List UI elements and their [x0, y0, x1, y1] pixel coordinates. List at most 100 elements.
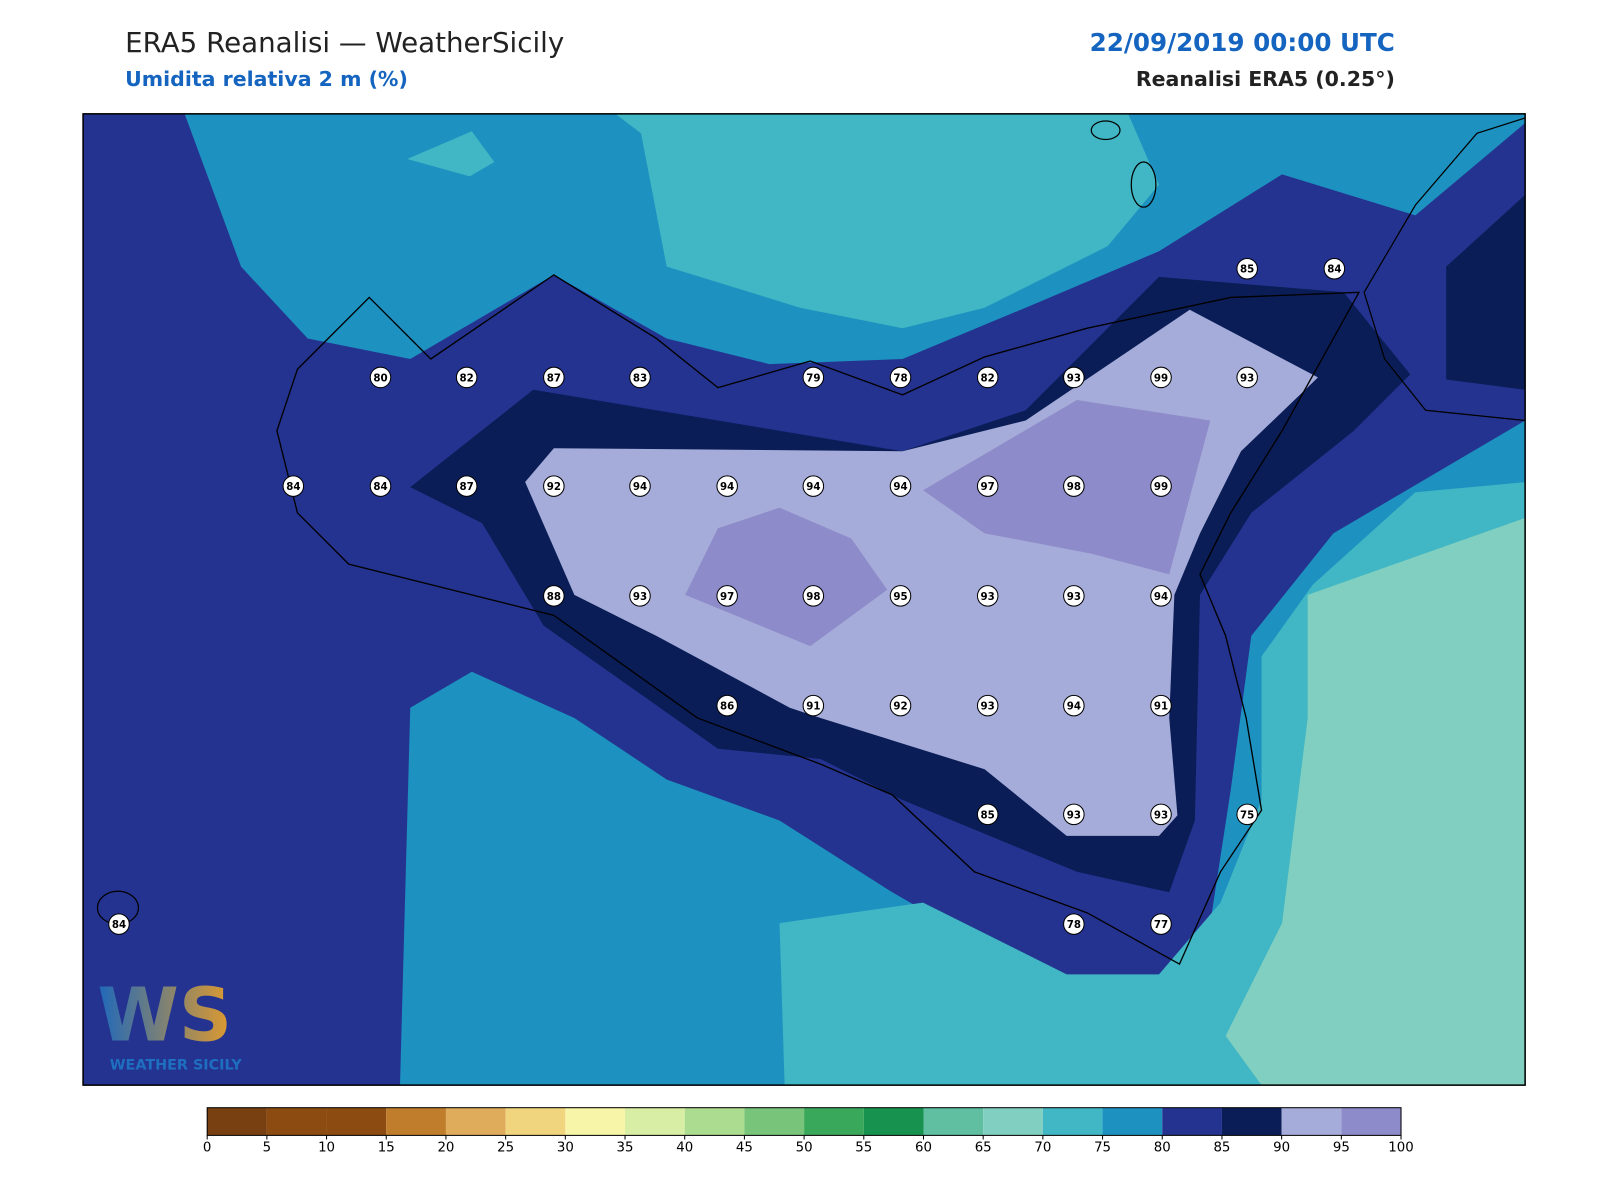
- station-value: 99: [1154, 372, 1168, 384]
- station-value: 82: [981, 372, 995, 384]
- station-marker: [455, 475, 478, 497]
- station-value: 94: [893, 481, 907, 493]
- colorbar-swatch: [863, 1107, 924, 1136]
- station-marker: [1150, 913, 1172, 935]
- station-marker: [455, 366, 478, 389]
- station-marker: [1236, 257, 1258, 280]
- station-marker: [976, 585, 999, 607]
- station-value: 93: [1067, 591, 1081, 603]
- colorbar-swatch: [1341, 1107, 1402, 1136]
- station-value: 91: [806, 701, 820, 713]
- station-value: 87: [547, 372, 561, 384]
- colorbar-swatch: [505, 1107, 566, 1136]
- station-value: 95: [893, 591, 907, 603]
- colorbar-tick-label: 25: [497, 1141, 514, 1156]
- colorbar-tick-label: 40: [676, 1141, 693, 1156]
- logo-letters: WS: [97, 973, 232, 1059]
- colorbar-swatch: [326, 1107, 387, 1136]
- coastline: [276, 274, 1361, 966]
- colorbar-swatch: [744, 1107, 805, 1136]
- map-frame: [82, 113, 1526, 1086]
- colorbar-swatch: [1221, 1107, 1282, 1136]
- station-value: 75: [1240, 809, 1254, 821]
- station-value: 93: [1067, 372, 1081, 384]
- station-value: 78: [1067, 919, 1081, 931]
- station-marker: [108, 913, 130, 935]
- colorbar-tick-label: 5: [263, 1141, 271, 1156]
- logo-text: WEATHER SICILY: [110, 1058, 243, 1074]
- colorbar-tick-label: 10: [318, 1141, 335, 1156]
- station-marker: [976, 475, 999, 497]
- contour-region: [407, 131, 495, 177]
- station-marker: [1150, 803, 1172, 826]
- station-marker: [629, 366, 651, 389]
- colorbar-swatch: [1162, 1107, 1222, 1136]
- colorbar-tick-label: 65: [975, 1141, 992, 1156]
- source: Reanalisi ERA5 (0.25°): [1136, 67, 1395, 91]
- colorbar-tick-label: 35: [617, 1141, 634, 1156]
- subtitle: Umidita relativa 2 m (%): [125, 67, 408, 91]
- station-marker: [1063, 913, 1085, 935]
- contour-region: [1225, 517, 1526, 1086]
- station-marker: [282, 475, 305, 497]
- station-value: 82: [460, 372, 474, 384]
- station-value: 84: [373, 481, 387, 493]
- station-marker: [629, 475, 651, 497]
- station-marker: [716, 475, 738, 497]
- colorbar-tick-label: 20: [437, 1141, 454, 1156]
- station-value: 92: [893, 701, 907, 713]
- colorbar-swatch: [1281, 1107, 1342, 1136]
- station-value: 94: [806, 481, 820, 493]
- station-marker: [716, 585, 738, 607]
- station-marker: [1063, 803, 1085, 826]
- station-marker: [802, 475, 825, 497]
- station-marker: [1236, 366, 1258, 389]
- station-value: 93: [981, 591, 995, 603]
- colorbar-swatch: [1102, 1107, 1163, 1136]
- station-value: 93: [981, 701, 995, 713]
- station-value: 97: [981, 481, 995, 493]
- colorbar-tick-label: 95: [1333, 1141, 1350, 1156]
- station-value: 93: [1240, 372, 1254, 384]
- station-value: 91: [1154, 701, 1168, 713]
- station-marker: [716, 694, 738, 717]
- station-value: 85: [1240, 264, 1254, 276]
- coastline: [1363, 292, 1526, 422]
- contour-region: [1446, 194, 1526, 390]
- station-value: 86: [720, 701, 734, 713]
- colorbar: 0 5 10 15 20 25 30 35 40 45 50 55 60 65 70 75 80 85 90 95 10…: [203, 1107, 1414, 1156]
- station-value: 88: [547, 591, 561, 603]
- station-marker: [629, 585, 651, 607]
- station-marker: [543, 475, 565, 497]
- colorbar-tick-label: 90: [1273, 1141, 1290, 1156]
- station-value: 87: [460, 481, 474, 493]
- colorbar-swatch: [266, 1107, 327, 1136]
- colorbar-tick-label: 100: [1388, 1141, 1413, 1156]
- station-value: 79: [806, 372, 820, 384]
- colorbar-swatch: [625, 1107, 685, 1136]
- island: [1090, 120, 1121, 141]
- map: 85 84 80 82 87 83 79 78 82 93 99 93 84 84 87 92 94 94 94 94…: [83, 113, 1526, 1086]
- island: [1130, 161, 1157, 208]
- station-marker: [889, 694, 912, 717]
- date: 22/09/2019 00:00 UTC: [1090, 28, 1395, 57]
- colorbar-swatch: [445, 1107, 506, 1136]
- colorbar-swatch: [565, 1107, 626, 1136]
- station-marker: [543, 366, 565, 389]
- colorbar-swatch: [386, 1107, 446, 1136]
- station-marker: [1150, 694, 1172, 717]
- contour-region: [615, 113, 1159, 329]
- station-marker: [976, 803, 999, 826]
- colorbar-tick-label: 85: [1213, 1141, 1230, 1156]
- colorbar-swatch: [207, 1107, 267, 1136]
- station-value: 77: [1154, 919, 1168, 931]
- colorbar-tick-label: 30: [557, 1141, 574, 1156]
- station-marker: [889, 585, 912, 607]
- station-marker: [1150, 475, 1172, 497]
- colorbar-swatch: [804, 1107, 864, 1136]
- colorbar-swatch: [684, 1107, 745, 1136]
- station-value: 99: [1154, 481, 1168, 493]
- station-marker: [802, 694, 825, 717]
- station-value: 93: [1154, 809, 1168, 821]
